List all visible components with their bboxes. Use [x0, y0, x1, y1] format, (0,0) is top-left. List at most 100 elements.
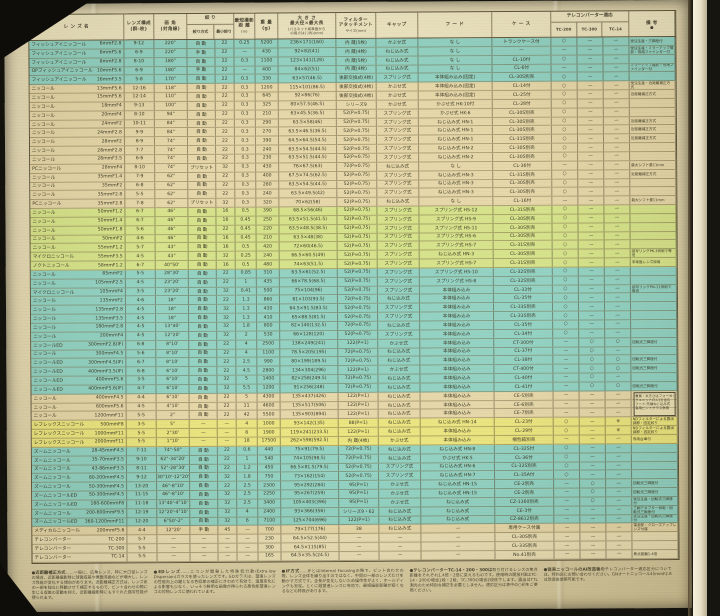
table-cell: — [603, 99, 630, 108]
table-cell: 80×57.5(46.5) [278, 100, 337, 110]
table-cell: 110° [154, 93, 188, 102]
table-cell: 8-10 [125, 163, 156, 173]
table-cell: 63.5×48.5(38.5) [279, 224, 338, 233]
table-cell: — [605, 435, 632, 444]
table-cell: — [553, 347, 580, 356]
lens-name-label: ニッコール [33, 325, 57, 331]
table-cell: 22 [215, 83, 235, 92]
table-cell: 122(P=1) [339, 516, 380, 525]
table-cell: 170° [154, 75, 188, 84]
lens-name-label: レフレックスニッコール [33, 440, 85, 446]
lens-spec-label: 50mmF1.8 [97, 227, 123, 233]
table-cell: スプリング式 [377, 259, 420, 268]
table-cell: — [579, 417, 606, 426]
table-cell: 専用ケース付属 [495, 524, 555, 533]
header-tc14: TC-14 [609, 26, 622, 32]
table-cell: 5-5 [127, 553, 158, 562]
lens-spec-label: 180mmF2.8 [95, 324, 124, 330]
table-cell: 本体組み込み [419, 294, 494, 303]
footnote-column: ●従来ニッコールのAI改造後のテレコンバーター適応区分については、特約店にお問い… [543, 566, 672, 582]
table-cell: 6-7 [125, 217, 156, 226]
table-cell: 74×105(98.5) [280, 454, 339, 463]
table-cell: 66×78.5(68.5) [279, 277, 338, 287]
table-cell: — [578, 214, 605, 223]
table-cell: な し [418, 64, 493, 73]
remark-box-note: 重量・大きさはフォーカシン グユニットCU-1を含む フード:先端ねじ込み式 専用ピン… [633, 391, 676, 417]
table-cell: — [604, 240, 631, 249]
table-cell: ねじ込み式 [378, 383, 421, 392]
table-cell: 0.3 [235, 189, 257, 198]
lens-spec-label: 600mmF5.6 [95, 404, 124, 410]
table-cell: ニッコール 1200mmF11 [31, 411, 127, 421]
table-cell: スプリング式 [376, 73, 419, 83]
table-cell: CL-30S別売 [493, 249, 553, 259]
table-cell: — [605, 320, 632, 329]
table-cell: — [579, 426, 606, 435]
table-cell: — [579, 400, 606, 409]
table-cell: 800 [257, 322, 281, 331]
table-cell: 0.25 [234, 39, 256, 48]
table-cell: 76×67.5(63) [279, 162, 338, 172]
table-cell: — [554, 479, 581, 488]
table-cell: フィッシュアイニッコール 6mmF2.8 [29, 40, 125, 49]
table-cell: 0.3 [235, 154, 257, 163]
table-cell: — [578, 205, 605, 214]
table-cell: 12-20 [127, 517, 158, 526]
table-cell: — [553, 400, 580, 409]
table-cell: 手 動 [187, 66, 216, 75]
table-cell: NDフィルターによる露出調節・固定絞り [631, 426, 678, 435]
table-cell: 0.3 [234, 57, 256, 66]
table-cell: — [190, 535, 219, 544]
table-cell: 22 [216, 225, 236, 234]
lens-spec-label: 35mmF2.8 [97, 192, 123, 198]
table-cell: スプリング式 HS-6 [419, 232, 494, 241]
lens-name-label: テレコンバーター [34, 555, 72, 561]
table-cell: ニッコール 18mmF4 [29, 102, 125, 111]
table-cell: ズームニッコール 50-300mmF4.5 [32, 482, 128, 491]
lens-name-label: レフレックスニッコール [33, 431, 85, 437]
lens-spec-label: 28-45mmF4.5 [91, 448, 124, 454]
table-cell: 52(P=0.75) [339, 472, 380, 481]
table-cell: 自 動 [189, 331, 218, 340]
table-cell: 8°10' [156, 340, 190, 349]
table-cell: ニッコール 50mmF1.4 [30, 217, 126, 226]
table-cell: ○ [552, 258, 579, 267]
header-angle: 画 角 (対角線) [154, 13, 188, 40]
table-cell: スプリング式 [377, 277, 420, 286]
table-cell: — [421, 524, 496, 533]
table-cell: 0.3 [234, 92, 256, 101]
lens-name-label: ズームニッコール [33, 458, 71, 464]
table-cell: ねじ込み式 HN-2 [419, 153, 494, 162]
table-cell: — [577, 37, 604, 46]
table-cell: ニッコール 85mmF2 [30, 270, 126, 279]
table-cell: ○ [553, 462, 581, 471]
table-cell: 74° [155, 154, 189, 163]
table-cell: 122(P=1) [338, 392, 379, 401]
table-cell: — [605, 391, 632, 400]
table-cell: 82×258(249.5) [280, 375, 339, 384]
table-cell: ねじ込み式 HN-1 [418, 126, 493, 135]
table-cell: — [577, 55, 604, 64]
table-cell: 290 [255, 119, 279, 127]
table-cell: 320 [256, 198, 280, 207]
table-cell: 11-15 [127, 491, 158, 500]
table-cell: ○ [551, 108, 578, 117]
table-cell: 22 [215, 119, 235, 128]
table-cell: ズームニッコールED 360-1200mmF11 [32, 517, 128, 527]
table-cell: 5 [236, 375, 258, 384]
table-cell: 80×199(189.5) [280, 357, 339, 366]
table-cell: 0.3 [234, 110, 256, 119]
table-cell: ニッコール 28mmF2.8 [30, 146, 126, 155]
table-cell: CL-14付 [492, 81, 552, 91]
table-cell: 220° [154, 39, 188, 49]
table-cell: 52(P=0.75) [337, 277, 378, 286]
table-cell: な し [418, 38, 493, 47]
table-cell: — [339, 534, 380, 543]
table-cell: 28°30' [155, 269, 189, 278]
lens-spec-label: 28mmF3.5 [97, 156, 123, 162]
table-cell: ねじ込み式 [421, 515, 496, 524]
table-cell: 1200 [255, 83, 279, 92]
table-cell: — [157, 535, 191, 544]
table-cell: — [553, 391, 580, 400]
lens-name-label: ニッコール [32, 148, 56, 154]
